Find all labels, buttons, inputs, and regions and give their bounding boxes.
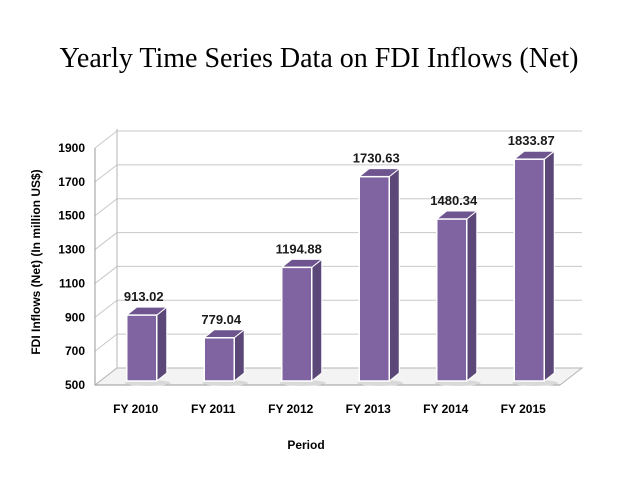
bar: [513, 158, 545, 382]
x-tick-label: FY 2012: [268, 402, 313, 416]
bar: [203, 337, 235, 382]
x-tick-label: FY 2015: [501, 402, 546, 416]
gridline-depth: [94, 232, 118, 250]
x-tick-label: FY 2013: [346, 402, 391, 416]
bar: [436, 218, 468, 382]
x-tick-label: FY 2014: [423, 402, 468, 416]
data-label: 1730.63: [353, 151, 400, 166]
gridline-depth: [94, 299, 118, 318]
y-tick-label: 1900: [58, 141, 85, 155]
y-axis-label: FDI Inflows (Net) (In million US$): [29, 169, 43, 354]
data-label: 779.04: [201, 312, 242, 327]
data-label: 913.02: [124, 289, 164, 304]
gridline-depth: [94, 164, 118, 183]
bar: [281, 266, 313, 382]
y-tick-label: 1700: [58, 175, 85, 189]
gridline-depth: [94, 333, 118, 352]
chart-title: Yearly Time Series Data on FDI Inflows (…: [60, 43, 579, 74]
y-tick-label: 1300: [58, 243, 85, 257]
bars: [124, 150, 559, 386]
gridlines: [94, 130, 582, 386]
data-label: 1480.34: [430, 193, 478, 208]
axes: [93, 129, 584, 386]
data-label: 1833.87: [508, 133, 555, 148]
bar-side: [388, 167, 400, 383]
bar-side: [156, 306, 168, 383]
bar-side: [311, 258, 323, 383]
bar: [358, 175, 390, 382]
bar-side: [543, 150, 555, 383]
data-label: 1194.88: [276, 241, 322, 256]
y-tick-label: 900: [65, 310, 85, 324]
gridline-depth: [94, 266, 118, 284]
y-tick-label: 1500: [58, 209, 85, 223]
y-tick-label: 1100: [59, 276, 85, 290]
x-axis-label: Period: [287, 438, 324, 452]
x-tick-label: FY 2011: [191, 402, 236, 416]
y-tick-label: 500: [65, 378, 85, 392]
tick-labels: 500 700 900 1100 1300 1500 1700 1900 FY 2010 FY 2…: [58, 141, 546, 416]
bar-side: [233, 328, 245, 383]
gridline-depth: [94, 198, 118, 217]
gridline-depth: [94, 130, 118, 149]
bar-side: [466, 210, 478, 383]
bar: [126, 314, 158, 382]
x-tick-label: FY 2010: [113, 402, 158, 416]
data-labels: 913.02 779.04 1194.88 1730.63 1480.34 1833.87: [124, 133, 555, 327]
y-tick-label: 700: [65, 344, 85, 358]
